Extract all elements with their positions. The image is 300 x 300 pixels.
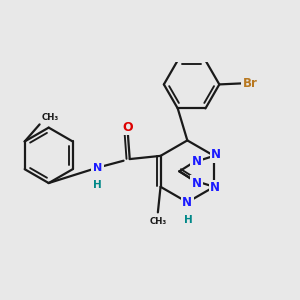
Text: N: N xyxy=(191,177,201,190)
Text: Br: Br xyxy=(243,77,258,90)
Text: H: H xyxy=(93,180,102,190)
Text: N: N xyxy=(211,148,221,161)
Text: O: O xyxy=(122,121,133,134)
Text: CH₃: CH₃ xyxy=(149,217,167,226)
Text: H: H xyxy=(184,215,193,225)
Text: N: N xyxy=(182,196,192,209)
Text: CH₃: CH₃ xyxy=(42,113,59,122)
Text: N: N xyxy=(93,163,102,172)
Text: N: N xyxy=(191,155,201,168)
Text: N: N xyxy=(210,182,220,194)
